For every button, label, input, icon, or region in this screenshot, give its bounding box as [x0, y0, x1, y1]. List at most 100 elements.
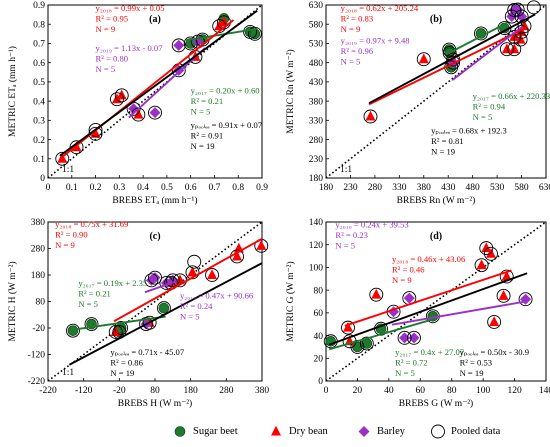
- point-sugar-beet: [67, 325, 79, 336]
- annotation-sugar-beet: N = 5: [78, 299, 98, 309]
- x-tick-label: 20: [353, 386, 363, 396]
- one-to-one-label: 1:1: [62, 165, 74, 175]
- annotation-sugar-beet: y₂₀₁₇ = 0.20x + 0.60: [191, 85, 260, 95]
- fit-line-dry-bean: [59, 19, 235, 160]
- x-tick-label: 0: [46, 183, 51, 193]
- point-pooled: [171, 38, 186, 53]
- point-barley: [149, 107, 161, 119]
- annotation-sugar-beet: R² = 0.72: [395, 357, 428, 367]
- x-tick-label: 0.2: [90, 183, 102, 193]
- fit-line-barley: [451, 25, 524, 81]
- point-pooled: [499, 42, 514, 57]
- fit-line-barley: [144, 280, 175, 294]
- fit-line-sugar-beet: [71, 315, 166, 331]
- y-tick-label: 0.9: [33, 1, 45, 11]
- panel-b: 180 230 280 330 380 430 480 530 580 630 180 230 280 3…: [285, 0, 550, 206]
- point-dry-bean: [501, 270, 512, 281]
- point-dry-bean: [90, 127, 101, 138]
- y-tick-label: 0.7: [33, 40, 45, 50]
- y-tick-label: 0.8: [33, 20, 45, 30]
- y-tick-label: -20: [32, 324, 45, 334]
- point-dry-bean: [187, 266, 198, 277]
- x-tick-label: 330: [392, 183, 407, 193]
- legend-marker-dry-bean: [271, 425, 281, 436]
- annotation-sugar-beet: N = 5: [395, 368, 415, 378]
- annotation-pooled: N = 19: [431, 146, 455, 156]
- y-tick-label: 530: [309, 40, 324, 50]
- x-tick-label: -20: [113, 386, 126, 396]
- y-tick-label: 140: [309, 218, 324, 228]
- fit-line-pooled: [59, 9, 258, 157]
- annotation-dry-bean: N = 9: [392, 275, 412, 285]
- series-barley: [388, 292, 532, 344]
- y-tick-label: -220: [28, 377, 46, 387]
- point-dry-bean: [365, 110, 376, 121]
- annotation-barley: y₂₀₁₉ = 0.97x + 9.48: [341, 35, 410, 45]
- point-pooled: [518, 292, 533, 307]
- legend-label: Sugar beet: [193, 425, 238, 437]
- point-pooled: [144, 273, 159, 288]
- panel-label: (c): [149, 231, 160, 242]
- legend-label: Dry bean: [289, 425, 328, 437]
- legend-marker: [271, 425, 281, 436]
- legend-marker-pooled: [431, 424, 445, 439]
- x-tick-label: 480: [466, 183, 481, 193]
- x-tick-label: 180: [319, 183, 334, 193]
- annotation-sugar-beet: y₂₀₁₇ = 0.66x + 220.33: [473, 91, 550, 101]
- point-dry-bean: [232, 250, 243, 261]
- x-tick-label: 0.6: [185, 183, 197, 193]
- annotation-pooled: R² = 0.91: [191, 131, 224, 141]
- point-pooled: [363, 109, 378, 124]
- annotation-barley: y₂₀₁₉ = 0.24x + 39.53: [335, 220, 408, 230]
- one-to-one-line: [325, 221, 547, 382]
- y-tick-label: 80: [36, 298, 46, 308]
- annotation-barley: R² = 0.96: [341, 46, 374, 56]
- point-pooled: [84, 317, 99, 331]
- y-tick-label: 480: [309, 59, 324, 69]
- annotation-dry-bean: R² = 0.46: [392, 264, 425, 274]
- y-tick-label: 40: [314, 332, 324, 342]
- annotation-dry-bean: N = 9: [341, 24, 361, 34]
- fit-line-sugar-beet: [185, 27, 258, 42]
- x-tick-label: 80: [150, 386, 160, 396]
- point-barley: [403, 292, 415, 304]
- legend-item-sugar-beet: Sugar beet: [172, 422, 238, 440]
- annotation-dry-bean: R² = 0.95: [96, 13, 129, 23]
- fit-line-barley: [128, 47, 206, 119]
- y-tick-label: 230: [309, 155, 324, 165]
- point-pooled: [148, 270, 162, 285]
- point-dry-bean: [476, 259, 487, 270]
- fit-line-dry-bean: [344, 269, 512, 327]
- annotation-sugar-beet: R² = 0.21: [191, 96, 224, 106]
- point-dry-bean: [418, 53, 429, 64]
- annotation-sugar-beet: y₂₀₁₇ = 0.4x + 27.07: [395, 347, 465, 357]
- annotation-pooled: N = 19: [191, 141, 215, 151]
- annotation-pooled: yₚₒₒₗₑₔ = 0.91x + 0.07: [191, 120, 263, 130]
- x-tick-label: -120: [75, 386, 93, 396]
- panel-label: (a): [149, 14, 161, 25]
- annotation-pooled: yₚₒₒₗₑₔ = 0.71x - 45.07: [110, 347, 184, 357]
- y-tick-label: 0: [40, 174, 45, 184]
- x-axis-label: BREBS ETₐ (mm h⁻¹): [112, 195, 197, 206]
- series-pooled: [55, 15, 262, 166]
- legend-item-barley: Barley: [356, 422, 405, 440]
- x-axis-label: BREBS G (W m⁻²): [399, 398, 473, 409]
- x-tick-label: 430: [441, 183, 456, 193]
- point-pooled: [369, 287, 384, 302]
- annotation-barley: R² = 0.24: [180, 301, 213, 311]
- one-to-one-label: 1:1: [62, 368, 74, 378]
- x-tick-label: 40: [384, 386, 394, 396]
- legend-marker-barley: [358, 426, 370, 437]
- x-axis-label: BREBS H (W m⁻²): [118, 398, 192, 409]
- y-tick-label: 120: [309, 241, 324, 251]
- point-pooled: [205, 268, 220, 282]
- plot-frame: [47, 4, 263, 179]
- y-tick-label: 430: [309, 78, 324, 88]
- point-dry-bean: [214, 20, 225, 31]
- annotation-barley: y₂₀₁₉ = 0.47x + 90.66: [180, 290, 254, 300]
- point-pooled: [185, 265, 200, 280]
- point-dry-bean: [111, 93, 122, 104]
- y-tick-label: 0.2: [33, 136, 45, 146]
- point-pooled: [513, 32, 528, 47]
